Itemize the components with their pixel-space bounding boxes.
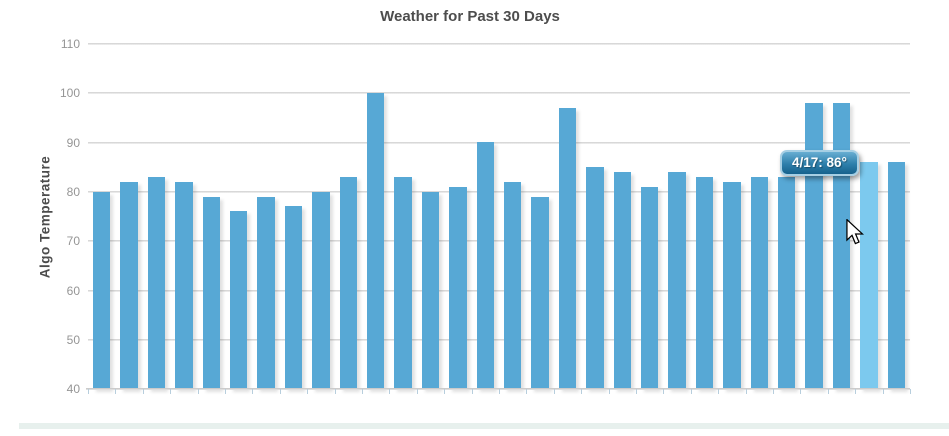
bar[interactable] bbox=[229, 211, 248, 389]
bar[interactable] bbox=[695, 176, 714, 389]
y-tick-label: 100 bbox=[59, 86, 80, 101]
x-tick bbox=[499, 389, 500, 394]
x-tick bbox=[882, 389, 884, 394]
bar[interactable] bbox=[503, 181, 522, 389]
chart-title: Weather for Past 30 Days bbox=[380, 8, 560, 25]
tooltip-text: 4/17: 86° bbox=[792, 155, 847, 170]
bar[interactable] bbox=[202, 196, 221, 389]
x-tick bbox=[225, 389, 226, 394]
gridline bbox=[88, 190, 910, 193]
x-tick bbox=[855, 389, 857, 394]
y-axis-label: Algo Temperature bbox=[37, 155, 53, 279]
bar[interactable] bbox=[366, 93, 385, 389]
bar[interactable] bbox=[394, 176, 412, 389]
x-tick bbox=[170, 389, 172, 394]
x-tick bbox=[718, 389, 720, 394]
plot-area bbox=[86, 43, 911, 394]
bar[interactable] bbox=[421, 191, 440, 389]
bar[interactable] bbox=[312, 191, 330, 389]
gridline bbox=[88, 240, 910, 243]
bar[interactable] bbox=[887, 162, 906, 389]
bar[interactable] bbox=[668, 171, 686, 389]
x-tick bbox=[800, 389, 802, 394]
gridline bbox=[88, 92, 910, 95]
bar[interactable] bbox=[339, 176, 358, 389]
bar[interactable] bbox=[92, 191, 111, 389]
bar[interactable] bbox=[832, 102, 851, 389]
x-tick bbox=[690, 389, 692, 394]
bar[interactable] bbox=[723, 181, 741, 389]
bar-highlighted[interactable] bbox=[860, 162, 878, 389]
bar[interactable] bbox=[120, 181, 138, 389]
y-tick-label: 110 bbox=[60, 37, 80, 51]
x-tick bbox=[663, 389, 665, 394]
tooltip: 4/17: 86° bbox=[780, 150, 859, 176]
bar[interactable] bbox=[476, 142, 495, 389]
gridline bbox=[88, 141, 910, 144]
gridline bbox=[88, 289, 910, 292]
x-tick bbox=[636, 389, 637, 394]
bar[interactable] bbox=[613, 171, 632, 389]
y-tick-label: 90 bbox=[66, 135, 80, 150]
bottom-strip bbox=[19, 423, 949, 429]
x-tick bbox=[307, 389, 309, 394]
x-tick bbox=[88, 389, 89, 394]
x-axis-line bbox=[86, 388, 910, 390]
bar[interactable] bbox=[777, 176, 796, 389]
y-tick-label: 60 bbox=[66, 283, 80, 298]
x-tick bbox=[252, 389, 254, 394]
x-tick bbox=[581, 389, 583, 394]
gridline bbox=[88, 338, 910, 341]
x-tick bbox=[197, 389, 199, 394]
x-tick bbox=[362, 389, 363, 394]
gridline bbox=[88, 43, 910, 45]
x-tick bbox=[745, 389, 747, 394]
y-tick-label: 80 bbox=[66, 184, 80, 199]
x-tick bbox=[389, 389, 391, 394]
x-tick bbox=[910, 389, 911, 394]
bar[interactable] bbox=[257, 196, 275, 389]
y-tick-label: 50 bbox=[66, 332, 80, 347]
x-tick bbox=[334, 389, 336, 394]
x-tick bbox=[526, 389, 528, 394]
bar[interactable] bbox=[750, 176, 769, 389]
x-tick bbox=[279, 389, 281, 394]
x-tick bbox=[115, 389, 117, 394]
bar[interactable] bbox=[147, 176, 166, 389]
bar[interactable] bbox=[586, 167, 604, 389]
bar[interactable] bbox=[175, 181, 193, 389]
x-tick bbox=[471, 389, 473, 394]
x-tick bbox=[773, 389, 774, 394]
bar[interactable] bbox=[640, 186, 659, 389]
bar[interactable] bbox=[449, 186, 467, 389]
x-tick bbox=[553, 389, 555, 394]
bar[interactable] bbox=[558, 107, 577, 389]
x-tick bbox=[142, 389, 144, 394]
y-tick-label: 70 bbox=[66, 234, 80, 249]
x-tick bbox=[444, 389, 446, 394]
x-tick bbox=[416, 389, 418, 394]
y-tick-label: 40 bbox=[66, 382, 80, 397]
x-tick bbox=[827, 389, 829, 394]
bar[interactable] bbox=[805, 102, 823, 389]
x-tick bbox=[608, 389, 610, 394]
bar[interactable] bbox=[284, 206, 303, 389]
bar[interactable] bbox=[531, 196, 549, 389]
mouse-cursor-icon bbox=[846, 219, 864, 245]
